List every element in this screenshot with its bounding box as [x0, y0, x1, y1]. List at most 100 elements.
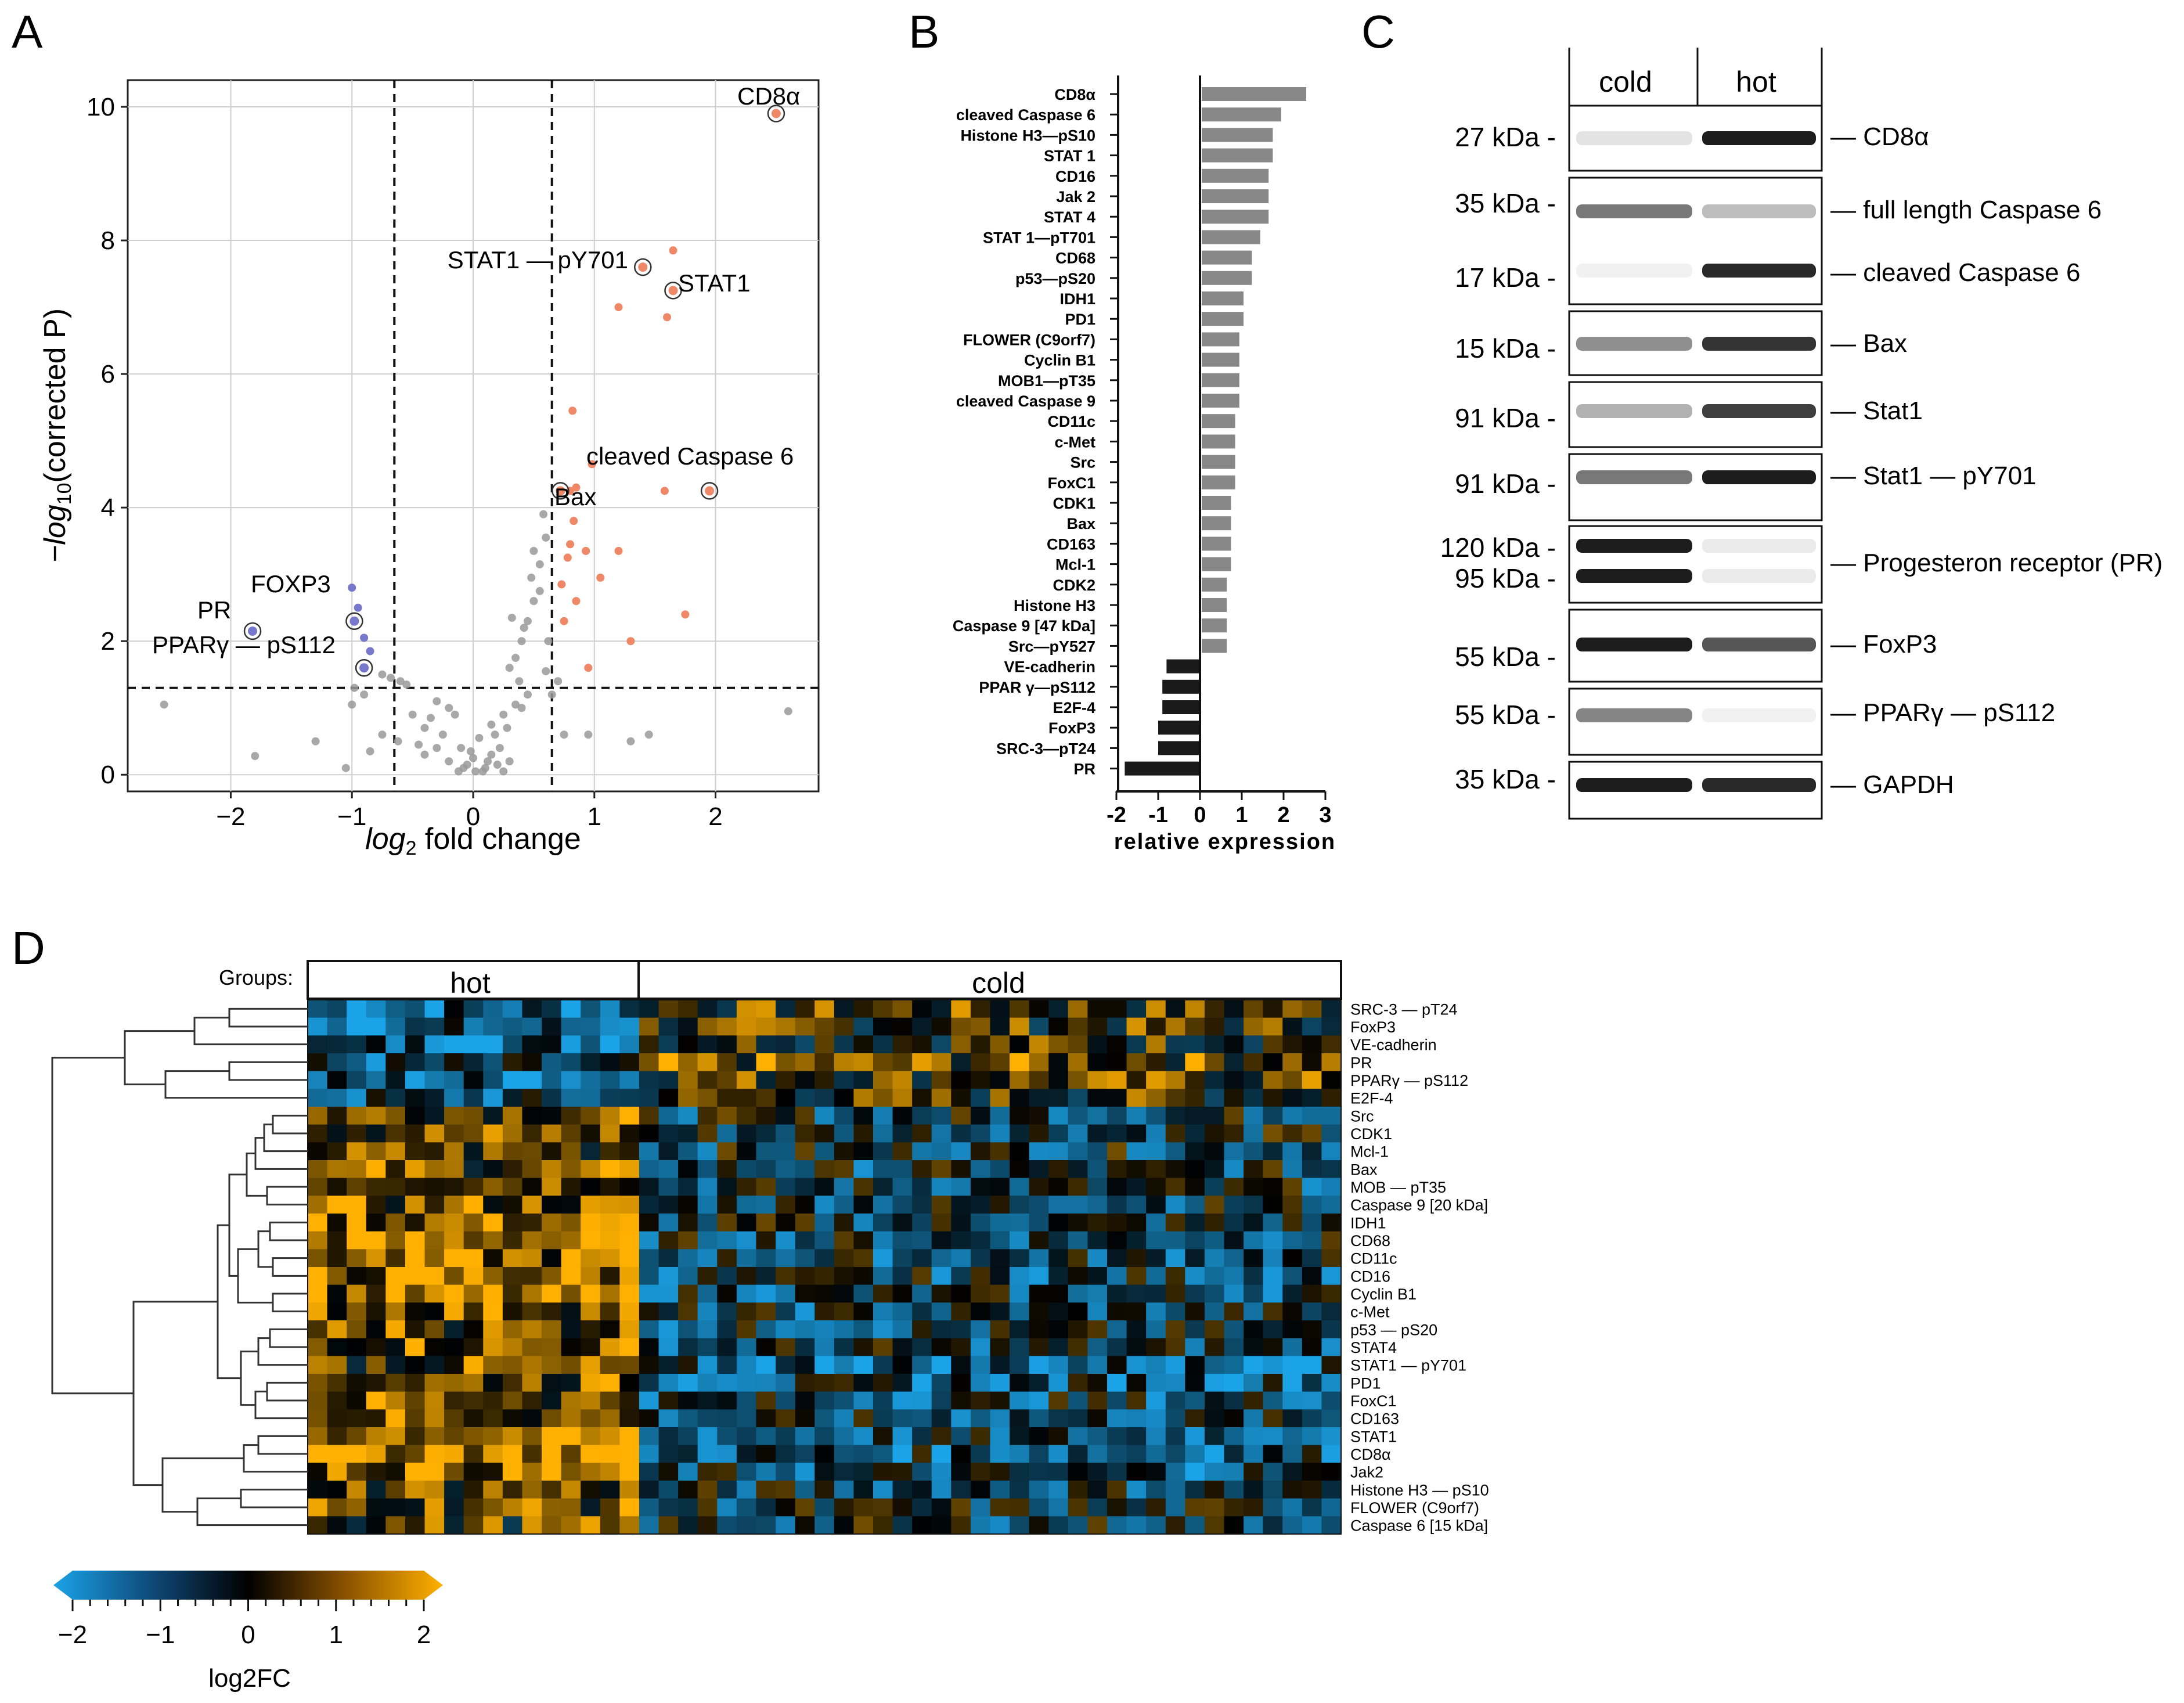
heatmap-cell [1165, 1124, 1185, 1143]
heatmap-cell [853, 1302, 874, 1321]
heatmap-cell [522, 1178, 542, 1196]
heatmap-cell [522, 1071, 542, 1089]
heatmap-cell [678, 1249, 698, 1268]
heatmap-cell [1185, 1124, 1205, 1143]
bar [1202, 312, 1244, 326]
band-hot [1702, 131, 1816, 145]
heatmap-cell [444, 1338, 464, 1356]
heatmap-cell [600, 1214, 620, 1232]
heatmap-cell [1321, 1124, 1342, 1143]
heatmap-cell [444, 1107, 464, 1125]
point-down [348, 584, 356, 592]
heatmap-cell [1263, 1231, 1283, 1250]
heatmap-cell [1244, 1053, 1264, 1072]
heatmap-cell [1302, 1463, 1322, 1481]
heatmap-cell [776, 1498, 796, 1517]
heatmap-cell [405, 1196, 426, 1214]
heatmap-cell [1263, 1053, 1283, 1072]
heatmap-cell [1185, 1463, 1205, 1481]
heatmap-cell [347, 1231, 367, 1250]
heatmap-cell [970, 1356, 991, 1374]
heatmap-cell [951, 1284, 971, 1303]
heatmap-cell [424, 1284, 445, 1303]
heatmap-cell [912, 1231, 932, 1250]
heatmap-cell [1010, 1338, 1030, 1356]
heatmap-cell [327, 1035, 347, 1054]
heatmap-cell [600, 1356, 620, 1374]
heatmap-cell [892, 1071, 913, 1089]
heatmap-row-label: Mcl-1 [1350, 1143, 1389, 1161]
heatmap-cell [756, 1142, 776, 1161]
point-highlight-ring [700, 482, 719, 500]
heatmap-row-label: Histone H3 — pS10 [1350, 1481, 1489, 1499]
heatmap-cell [1146, 1374, 1166, 1392]
heatmap-cell [347, 1356, 367, 1374]
heatmap-cell [776, 1516, 796, 1535]
heatmap-cell [990, 1231, 1010, 1250]
heatmap-cell [1126, 1374, 1147, 1392]
heatmap-cell [385, 1071, 406, 1089]
heatmap-cell [658, 1320, 679, 1339]
bar [1202, 230, 1260, 244]
heatmap-cell [600, 1231, 620, 1250]
heatmap-cell [815, 1516, 835, 1535]
heatmap-cell [1029, 1214, 1049, 1232]
heatmap-cell [639, 1000, 659, 1018]
heatmap-cell [658, 1071, 679, 1089]
heatmap-cell [736, 1124, 757, 1143]
heatmap-cell [542, 1267, 562, 1286]
heatmap-cell [1165, 1391, 1185, 1410]
heatmap-cell [1224, 1498, 1244, 1517]
heatmap-cell [815, 1017, 835, 1036]
heatmap-cell [1107, 1320, 1127, 1339]
heatmap-cell [347, 1338, 367, 1356]
heatmap-cell [756, 1053, 776, 1072]
heatmap-cell [542, 1391, 562, 1410]
heatmap-cell [853, 1231, 874, 1250]
heatmap-cell [639, 1284, 659, 1303]
heatmap-cell [658, 1427, 679, 1446]
heatmap-cell [619, 1142, 640, 1161]
heatmap-cell [931, 1071, 952, 1089]
heatmap-cell [444, 1124, 464, 1143]
heatmap-cell [795, 1374, 815, 1392]
protein-label: — GAPDH [1830, 771, 1954, 799]
bar [1202, 352, 1239, 367]
heatmap-cell [990, 1071, 1010, 1089]
heatmap-cell [405, 1124, 426, 1143]
heatmap-cell [522, 1498, 542, 1517]
bar [1202, 414, 1235, 429]
heatmap-cell [990, 1445, 1010, 1463]
heatmap-cell [912, 1445, 932, 1463]
heatmap-cell [1048, 1284, 1069, 1303]
point-ns [523, 617, 532, 625]
heatmap-cell [834, 1142, 854, 1161]
heatmap-cell [1321, 1178, 1342, 1196]
heatmap-cell [1185, 1516, 1205, 1535]
y-tick-label: 8 [101, 226, 115, 255]
heatmap-cell [1244, 1267, 1264, 1286]
heatmap-cell [1263, 1249, 1283, 1268]
point-up [570, 517, 578, 525]
heatmap-cell [931, 1107, 952, 1125]
heatmap-cell [522, 1284, 542, 1303]
heatmap-cell [522, 1338, 542, 1356]
heatmap-cell [1010, 1320, 1030, 1339]
heatmap-cell [405, 1427, 426, 1446]
heatmap-cell [892, 1374, 913, 1392]
heatmap-cell [1010, 1463, 1030, 1481]
heatmap-cell [912, 1516, 932, 1535]
heatmap-cell [1048, 1320, 1069, 1339]
heatmap-cell [912, 1124, 932, 1143]
heatmap-cell [1321, 1498, 1342, 1517]
heatmap-row-label: MOB — pT35 [1350, 1179, 1446, 1196]
bar-category-label: Jak 2 [1056, 188, 1095, 206]
heatmap-cell [834, 1320, 854, 1339]
point-up [582, 546, 590, 555]
heatmap-cell [1107, 1427, 1127, 1446]
heatmap-cell [1126, 1142, 1147, 1161]
heatmap-cell [951, 1142, 971, 1161]
heatmap-cell [1087, 1249, 1108, 1268]
heatmap-cell [736, 1338, 757, 1356]
heatmap-cell [736, 1107, 757, 1125]
